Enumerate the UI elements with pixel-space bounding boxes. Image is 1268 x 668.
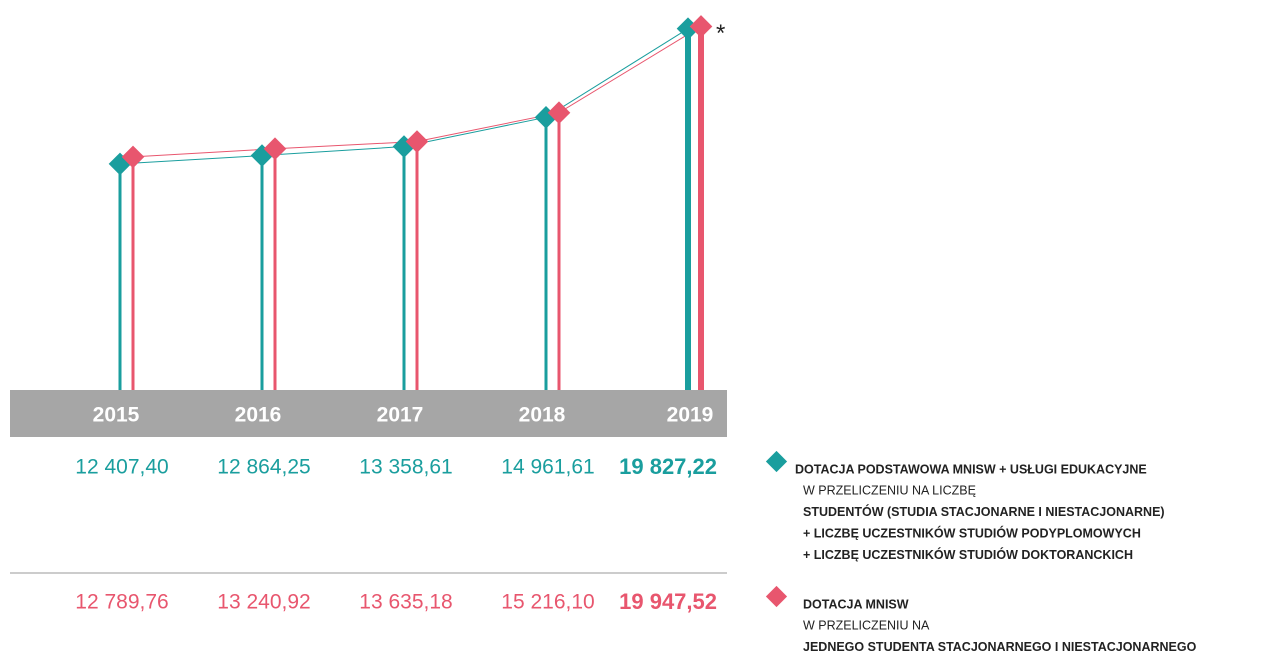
value-label: 19 947,52	[619, 589, 717, 614]
legend-marker	[765, 450, 788, 473]
value-label: 13 635,18	[359, 591, 452, 614]
legend-title: DOTACJA PODSTAWOWA MNISW + USŁUGI EDUKAC…	[795, 462, 1147, 476]
marker	[547, 101, 571, 125]
x-tick-label: 2019	[667, 404, 714, 427]
value-label: 13 358,61	[359, 456, 452, 479]
legend-text: + LICZBĘ UCZESTNIKÓW STUDIÓW DOKTORANCKI…	[803, 547, 1133, 562]
legend-marker	[765, 585, 788, 608]
value-label: 12 789,76	[75, 591, 168, 614]
value-label: 14 961,61	[501, 456, 594, 479]
value-label: 19 827,22	[619, 454, 717, 479]
legend-text: STUDENTÓW (STUDIA STACJONARNE I NIESTACJ…	[803, 504, 1165, 519]
legend-text: + LICZBĘ UCZESTNIKÓW STUDIÓW PODYPLOMOWY…	[803, 525, 1141, 540]
x-tick-label: 2018	[519, 404, 566, 427]
value-label: 12 864,25	[217, 456, 310, 479]
legend-text: JEDNEGO STUDENTA STACJONARNEGO I NIESTAC…	[803, 640, 1197, 654]
legend-text: W PRZELICZENIU NA LICZBĘ	[803, 483, 976, 497]
legend-text: W PRZELICZENIU NA	[803, 618, 930, 632]
value-label: 15 216,10	[501, 591, 594, 614]
x-tick-label: 2015	[93, 404, 140, 427]
value-label: 12 407,40	[75, 456, 168, 479]
legend-title: DOTACJA MNISW	[803, 597, 909, 611]
value-label: 13 240,92	[217, 591, 310, 614]
year-band	[10, 390, 727, 437]
annotation: *	[716, 20, 725, 47]
x-tick-label: 2016	[235, 404, 282, 427]
x-tick-label: 2017	[377, 404, 424, 427]
